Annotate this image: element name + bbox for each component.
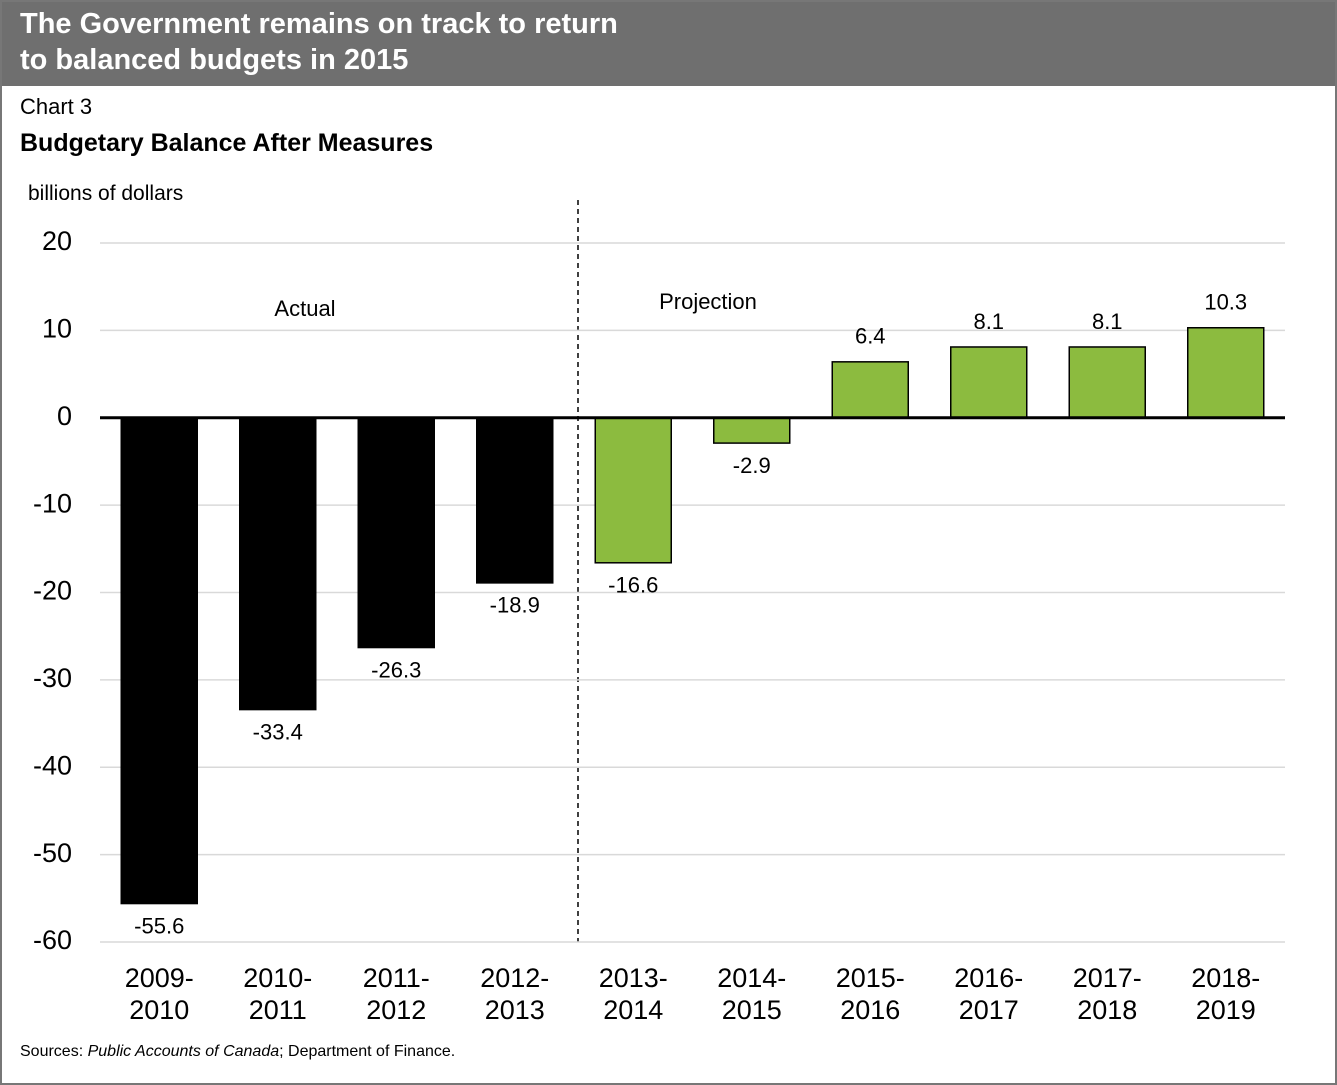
annotation: Actual xyxy=(274,296,335,321)
y-tick-label: -40 xyxy=(33,750,72,780)
y-tick-label: -10 xyxy=(33,488,72,518)
data-label: -18.9 xyxy=(490,593,540,618)
x-tick-label: 2011- 2012 xyxy=(362,963,430,1025)
header-title: The Government remains on track to retur… xyxy=(20,8,618,40)
source-text: ; Department of Finance. xyxy=(279,1043,456,1060)
chart-title: Budgetary Balance After Measures xyxy=(20,129,434,157)
bar xyxy=(1187,327,1265,419)
y-tick-label: 0 xyxy=(57,401,72,431)
source-text: Public Accounts of Canada xyxy=(87,1043,280,1060)
bar xyxy=(594,417,672,564)
data-label: -33.4 xyxy=(253,719,303,744)
x-tick-label: 2017- 2018 xyxy=(1072,963,1142,1025)
x-tick-label: 2010- 2011 xyxy=(243,963,313,1025)
data-label: 6.4 xyxy=(855,324,886,349)
y-tick-label: 20 xyxy=(42,226,72,256)
x-tick-label: 2018- 2019 xyxy=(1191,963,1261,1025)
source: Sources: Public Accounts of Canada; Depa… xyxy=(20,1043,455,1061)
data-label: -26.3 xyxy=(371,657,421,682)
x-tick-label: 2015- 2016 xyxy=(835,963,905,1025)
y-axis-label: billions of dollars xyxy=(28,182,184,205)
header-bar: The Government remains on track to retur… xyxy=(0,0,1337,86)
y-tick-label: -20 xyxy=(33,576,72,606)
x-tick-label: 2013- 2014 xyxy=(598,963,668,1025)
x-tick-label: 2009- 2010 xyxy=(124,963,194,1025)
data-label: -16.6 xyxy=(608,573,658,598)
source-text: Sources: xyxy=(20,1043,88,1060)
annotation: Projection xyxy=(659,289,757,314)
data-label: 8.1 xyxy=(973,309,1004,334)
x-tick-label: 2016- 2017 xyxy=(954,963,1024,1025)
y-tick-label: 10 xyxy=(42,314,72,344)
data-label: 8.1 xyxy=(1092,309,1123,334)
y-tick-label: -30 xyxy=(33,663,72,693)
x-tick-label: 2014- 2015 xyxy=(717,963,787,1025)
bar xyxy=(1068,346,1146,419)
bar xyxy=(357,417,435,649)
bar xyxy=(120,417,198,905)
bar xyxy=(239,417,317,711)
bar xyxy=(950,346,1028,419)
y-tick-label: -50 xyxy=(33,838,72,868)
y-tick-label: -60 xyxy=(33,925,72,955)
data-label: 10.3 xyxy=(1204,290,1247,315)
data-label: -2.9 xyxy=(733,453,771,478)
header-title: to balanced budgets in 2015 xyxy=(20,44,409,76)
chart-label: Chart 3 xyxy=(20,94,93,119)
data-label: -55.6 xyxy=(134,913,184,938)
x-tick-label: 2012- 2013 xyxy=(480,963,550,1025)
bar xyxy=(831,361,909,419)
